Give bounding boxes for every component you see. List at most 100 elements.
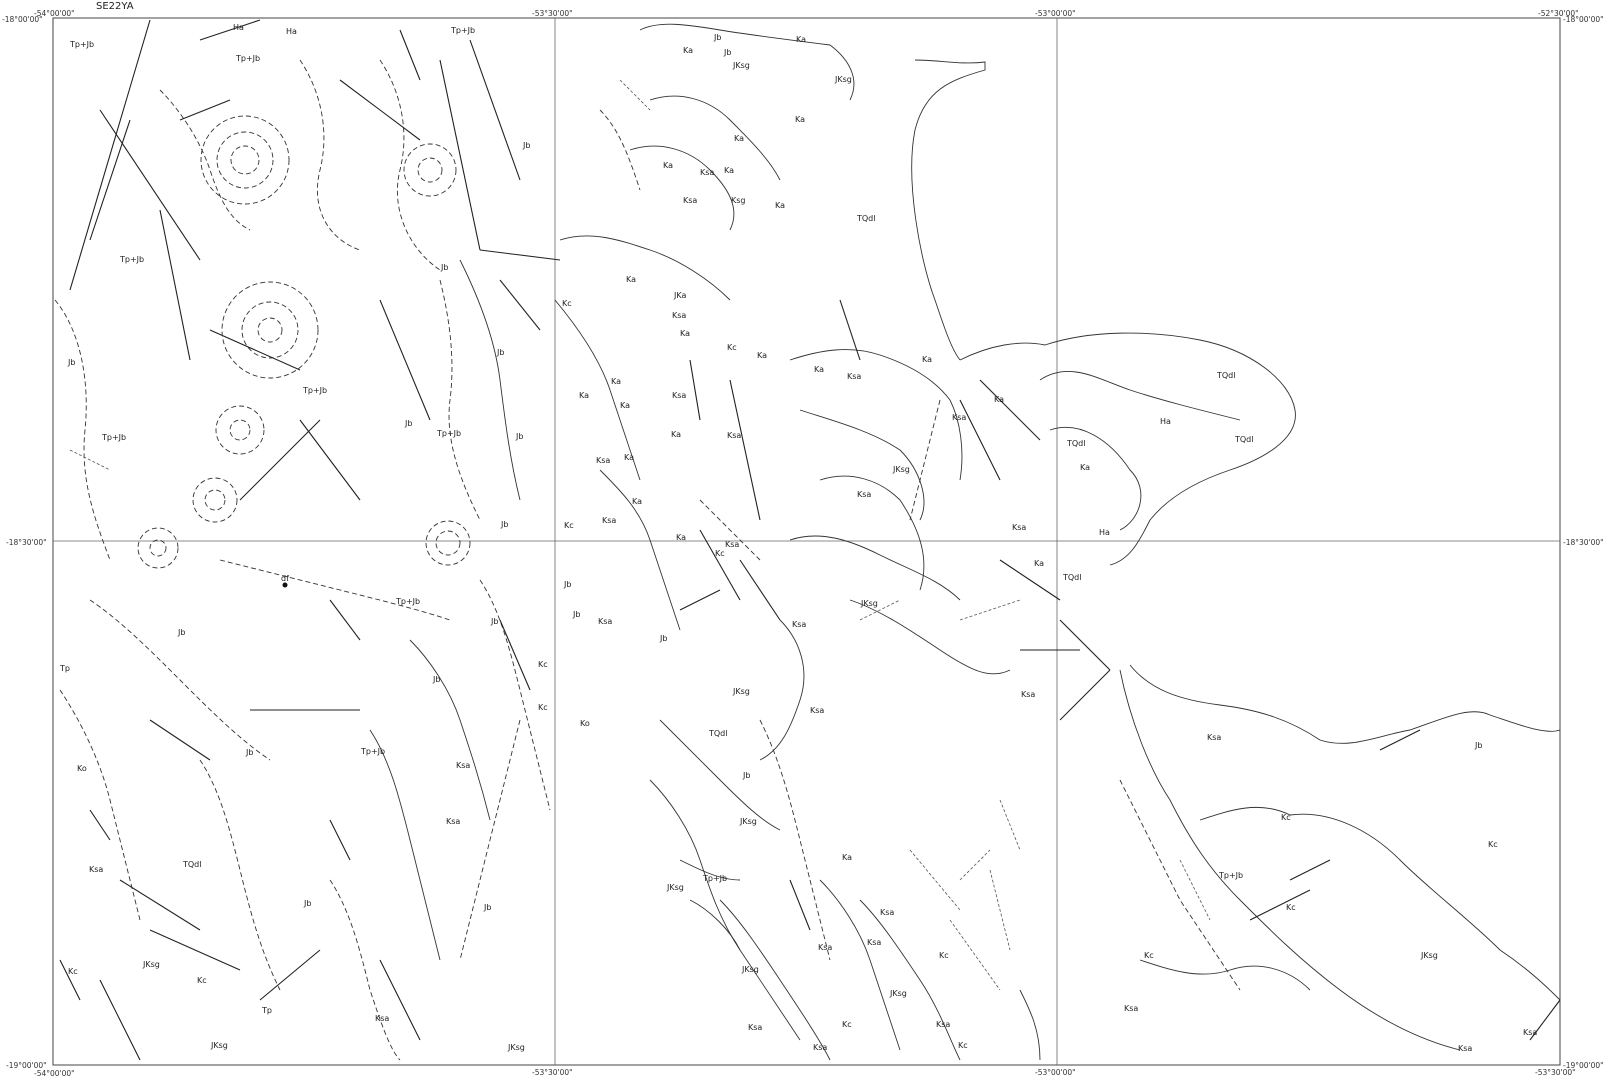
unit-label: Ka bbox=[611, 377, 621, 386]
unit-label: Kc bbox=[68, 967, 78, 976]
unit-label: Ksa bbox=[792, 620, 806, 629]
unit-label: Ksa bbox=[602, 516, 616, 525]
unit-label: TQdl bbox=[1066, 439, 1085, 448]
unit-label: Ka bbox=[796, 35, 806, 44]
unit-label: TQdl bbox=[1216, 371, 1235, 380]
unit-label: JKsg bbox=[1420, 951, 1438, 960]
unit-label: Ka bbox=[757, 351, 767, 360]
unit-label: Ka bbox=[734, 134, 744, 143]
unit-label: JKsg bbox=[889, 989, 907, 998]
unit-label: Ha bbox=[286, 27, 297, 36]
unit-label: Ksa bbox=[725, 540, 739, 549]
unit-label: Tp+Jb bbox=[360, 747, 385, 756]
unit-label: Ksa bbox=[857, 490, 871, 499]
unit-label: JKsg bbox=[860, 599, 878, 608]
unit-label: Ksa bbox=[952, 413, 966, 422]
coord-bottom-left-lon: -54°00'00" bbox=[34, 1069, 75, 1078]
unit-label: TQdl bbox=[1062, 573, 1081, 582]
unit-label: Jb bbox=[177, 628, 185, 637]
unit-label: TQdl bbox=[856, 214, 875, 223]
unit-label: Ksa bbox=[1021, 690, 1035, 699]
coord-left-mid: -18°30'00" bbox=[6, 538, 47, 547]
unit-label: Ksa bbox=[598, 617, 612, 626]
unit-label: Ka bbox=[632, 497, 642, 506]
unit-label: Jb bbox=[563, 580, 571, 589]
unit-label: Jb bbox=[742, 771, 750, 780]
unit-label: Jb bbox=[1474, 741, 1482, 750]
unit-label: Kc bbox=[197, 976, 207, 985]
unit-label: Ha bbox=[1160, 417, 1171, 426]
unit-label: Kc bbox=[538, 660, 548, 669]
unit-label: Ksa bbox=[1124, 1004, 1138, 1013]
coord-right-top: -18°00'00" bbox=[1563, 15, 1604, 24]
inferred-contacts bbox=[54, 59, 1241, 1061]
coord-right-mid: -18°30'00" bbox=[1563, 538, 1604, 547]
unit-label: Ka bbox=[579, 391, 589, 400]
unit-label: Ka bbox=[922, 355, 932, 364]
unit-label: Jb bbox=[432, 675, 440, 684]
coord-bottom-mid-2: -53°00'00" bbox=[1035, 1068, 1076, 1077]
unit-label: Ksa bbox=[672, 391, 686, 400]
unit-label: Tp+Jb bbox=[395, 597, 420, 606]
unit-label: Jb bbox=[67, 358, 75, 367]
unit-label: Ka bbox=[1034, 559, 1044, 568]
unit-label: Jb bbox=[500, 520, 508, 529]
unit-label: Ksa bbox=[456, 761, 470, 770]
unit-label: JKsg bbox=[732, 687, 750, 696]
unit-label: Ka bbox=[620, 401, 630, 410]
unit-label: Ha bbox=[1099, 528, 1110, 537]
unit-label: Ka bbox=[683, 46, 693, 55]
unit-label: Jb bbox=[490, 617, 498, 626]
coord-top-right: -52°30'00" bbox=[1538, 9, 1579, 18]
unit-label: Kc bbox=[562, 299, 572, 308]
unit-label: Jb bbox=[723, 48, 731, 57]
unit-label: JKsg bbox=[666, 883, 684, 892]
unit-label: Ka bbox=[775, 201, 785, 210]
unit-label: JKsg bbox=[732, 61, 750, 70]
unit-label: Tp+Jb bbox=[235, 54, 260, 63]
unit-label: Ka bbox=[724, 166, 734, 175]
unit-label: Jb bbox=[483, 903, 491, 912]
unit-label: Jb bbox=[515, 432, 523, 441]
unit-label: Ka bbox=[671, 430, 681, 439]
unit-label: df bbox=[281, 574, 289, 583]
unit-label: Ka bbox=[814, 365, 824, 374]
unit-label: Jb bbox=[404, 419, 412, 428]
unit-label: Tp+Jb bbox=[119, 255, 144, 264]
unit-label: Tp+Jb bbox=[1218, 871, 1243, 880]
map-frame bbox=[52, 17, 1561, 1066]
unit-label: Tp+Jb bbox=[69, 40, 94, 49]
unit-label: Jb bbox=[440, 263, 448, 272]
unit-label: Ksa bbox=[700, 168, 714, 177]
coord-top-left-lon: -54°00'00" bbox=[34, 9, 75, 18]
unit-label: Ksa bbox=[936, 1020, 950, 1029]
unit-label: Ksg bbox=[731, 196, 746, 205]
unit-label: Ksa bbox=[867, 938, 881, 947]
coord-bottom-left-lat: -19°00'00" bbox=[6, 1061, 47, 1070]
unit-label: Ka bbox=[1080, 463, 1090, 472]
unit-label: Kc bbox=[1286, 903, 1296, 912]
unit-label: Jb bbox=[522, 141, 530, 150]
unit-label: Ksa bbox=[810, 706, 824, 715]
unit-label: Ka bbox=[624, 453, 634, 462]
unit-label: JKsg bbox=[142, 960, 160, 969]
unit-label: Jb bbox=[496, 348, 504, 357]
unit-label: JKsg bbox=[741, 965, 759, 974]
unit-label: JKsg bbox=[739, 817, 757, 826]
unit-label: Ko bbox=[580, 719, 590, 728]
unit-label: Kc bbox=[939, 951, 949, 960]
unit-label: Ksa bbox=[727, 431, 741, 440]
unit-label: Kc bbox=[1281, 813, 1291, 822]
unit-label: Ksa bbox=[748, 1023, 762, 1032]
geologic-contacts bbox=[369, 23, 1561, 1061]
unit-label: TQdl bbox=[182, 860, 201, 869]
unit-label: Ka bbox=[994, 395, 1004, 404]
unit-label: Ksa bbox=[683, 196, 697, 205]
coord-right-bottom: -19°00'00" bbox=[1563, 1061, 1604, 1070]
coord-top-mid-2: -53°00'00" bbox=[1035, 9, 1076, 18]
unit-label: Ksa bbox=[880, 908, 894, 917]
unit-label: Ka bbox=[663, 161, 673, 170]
coord-bottom-right-lon: -53°30'00" bbox=[1535, 1068, 1576, 1077]
